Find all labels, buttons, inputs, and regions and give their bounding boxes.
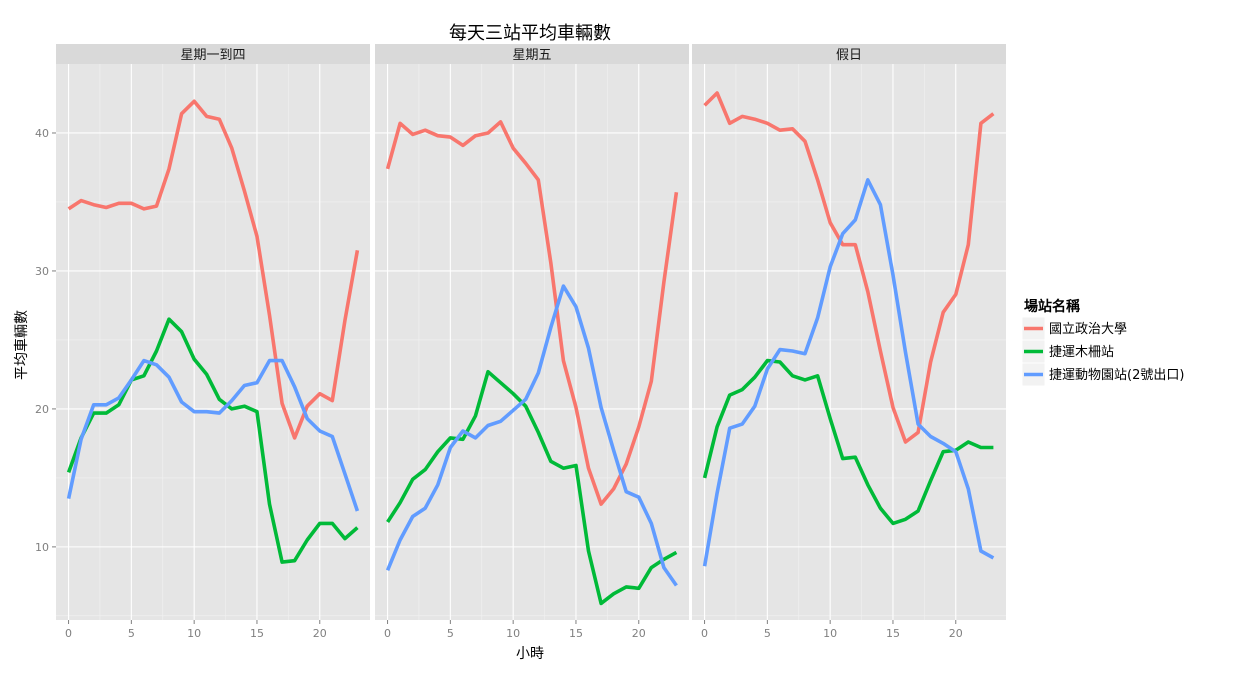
legend-item-label: 捷運動物園站(2號出口)	[1049, 368, 1184, 383]
x-tick-label: 10	[823, 627, 837, 640]
panel-strip-label: 星期一到四	[180, 48, 245, 63]
series-line-3-panel-3	[702, 178, 995, 567]
x-tick-label: 5	[128, 627, 135, 640]
x-tick-label: 20	[949, 627, 963, 640]
panel-background	[56, 64, 370, 620]
x-tick-label: 15	[886, 627, 900, 640]
legend-title: 場站名稱	[1024, 298, 1080, 315]
panel-strip-label: 星期五	[512, 48, 551, 63]
legend-item-label: 捷運木柵站	[1049, 345, 1114, 360]
series-line-2-panel-1	[66, 317, 359, 564]
x-tick-label: 5	[764, 627, 771, 640]
x-tick-label: 10	[506, 627, 520, 640]
x-tick-label: 20	[632, 627, 646, 640]
x-tick-label: 20	[313, 627, 327, 640]
x-tick-label: 0	[701, 627, 708, 640]
x-tick-label: 15	[250, 627, 264, 640]
series-line-3-panel-1	[66, 358, 360, 512]
series-line-1-panel-2	[385, 120, 679, 506]
y-tick-label: 40	[35, 127, 49, 140]
series-line-2-panel-3	[702, 358, 994, 526]
series-line-3-panel-2	[385, 284, 678, 587]
panel-strip-label: 假日	[836, 48, 862, 63]
x-tick-label: 0	[65, 627, 72, 640]
chart-title: 每天三站平均車輛數	[449, 23, 611, 44]
x-tick-label: 0	[384, 627, 391, 640]
legend-item-label: 國立政治大學	[1049, 322, 1127, 337]
x-tick-label: 10	[187, 627, 201, 640]
y-tick-label: 20	[35, 403, 49, 416]
panel-background	[692, 64, 1006, 620]
panel-strip	[692, 44, 1006, 64]
series-line-2-panel-2	[386, 369, 678, 606]
series-line-1-panel-3	[703, 91, 995, 444]
y-tick-label: 30	[35, 265, 49, 278]
series-line-1-panel-1	[67, 99, 360, 440]
y-axis-label: 平均車輛數	[13, 310, 30, 380]
panel-strip	[375, 44, 689, 64]
x-tick-label: 5	[447, 627, 454, 640]
x-axis-label: 小時	[516, 646, 544, 662]
x-tick-label: 15	[569, 627, 583, 640]
panel-strip	[56, 44, 370, 64]
panel-background	[375, 64, 689, 620]
y-tick-label: 10	[35, 541, 49, 554]
